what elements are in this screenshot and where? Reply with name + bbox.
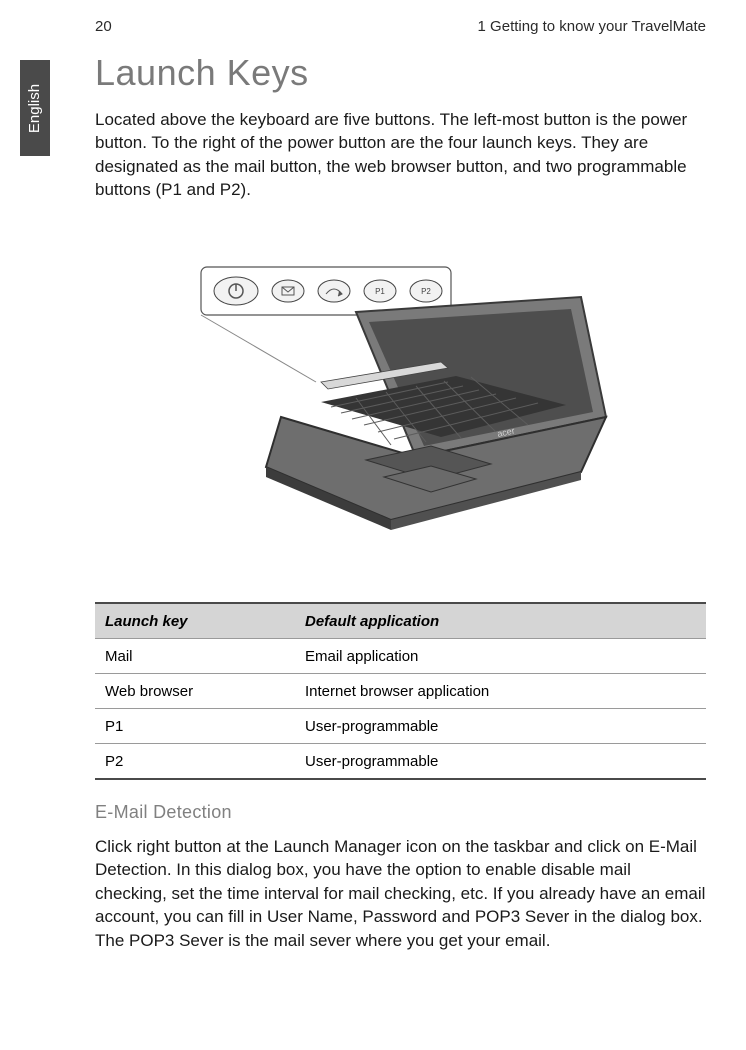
table-cell: Email application (295, 639, 706, 673)
table-row: P1 User-programmable (95, 709, 706, 744)
section-title: Launch Keys (95, 52, 706, 94)
table-cell: P1 (95, 709, 295, 743)
subsection-body: Click right button at the Launch Manager… (95, 835, 706, 952)
table-cell: Mail (95, 639, 295, 673)
table-row: Web browser Internet browser application (95, 674, 706, 709)
chapter-title: 1 Getting to know your TravelMate (478, 18, 706, 35)
subsection-title: E-Mail Detection (95, 802, 706, 823)
laptop-illustration: P1 P2 (186, 242, 616, 532)
laptop-body: acer (266, 297, 606, 530)
p2-label: P2 (421, 287, 431, 296)
table-header-row: Launch key Default application (95, 602, 706, 639)
page-content: Launch Keys Located above the keyboard a… (0, 35, 746, 952)
page-number: 20 (95, 18, 112, 35)
table-row: P2 User-programmable (95, 744, 706, 780)
table-header-col1: Launch key (95, 604, 295, 638)
table-row: Mail Email application (95, 639, 706, 674)
table-cell: User-programmable (295, 744, 706, 778)
table-cell: User-programmable (295, 709, 706, 743)
table-cell: Web browser (95, 674, 295, 708)
language-tab-label: English (27, 83, 44, 132)
table-cell: Internet browser application (295, 674, 706, 708)
table-header-col2: Default application (295, 604, 706, 638)
intro-paragraph: Located above the keyboard are five butt… (95, 108, 706, 202)
p1-label: P1 (375, 287, 385, 296)
table-cell: P2 (95, 744, 295, 778)
language-tab: English (20, 60, 50, 156)
launch-keys-table: Launch key Default application Mail Emai… (95, 602, 706, 780)
page-header: 20 1 Getting to know your TravelMate (0, 0, 746, 35)
